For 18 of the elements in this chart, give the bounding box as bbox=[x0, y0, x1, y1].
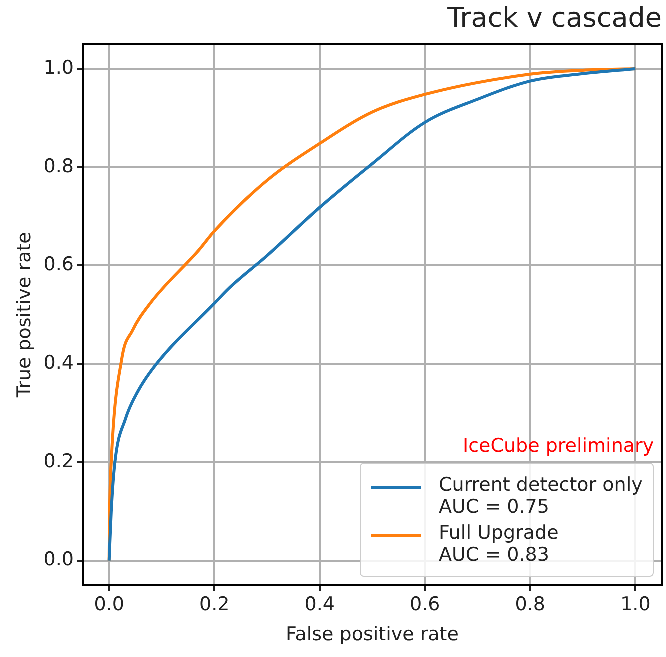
x-tick-label: 0.0 bbox=[94, 594, 124, 616]
y-tick-label: 0.8 bbox=[44, 155, 74, 178]
x-tick-label: 0.6 bbox=[410, 594, 440, 616]
y-tick-label: 0.6 bbox=[44, 254, 74, 276]
x-tick-label: 1.0 bbox=[620, 594, 651, 616]
y-tick-label: 0.0 bbox=[44, 548, 74, 571]
x-axis-title: False positive rate bbox=[286, 624, 459, 646]
y-tick-label: 1.0 bbox=[44, 56, 74, 79]
x-tick-label: 0.4 bbox=[304, 594, 335, 616]
x-tick-label: 0.2 bbox=[199, 594, 230, 616]
y-axis-title: True positive rate bbox=[13, 232, 36, 399]
y-tick-label: 0.4 bbox=[44, 352, 74, 374]
y-tick-label: 0.2 bbox=[44, 450, 74, 472]
x-tick-label: 0.8 bbox=[515, 594, 546, 616]
legend-label: Current detector only AUC = 0.75 bbox=[439, 474, 643, 518]
chart-title: Track v cascade bbox=[446, 3, 662, 34]
annotation: IceCube preliminary bbox=[463, 435, 654, 457]
legend-label: Full Upgrade AUC = 0.83 bbox=[439, 522, 559, 566]
